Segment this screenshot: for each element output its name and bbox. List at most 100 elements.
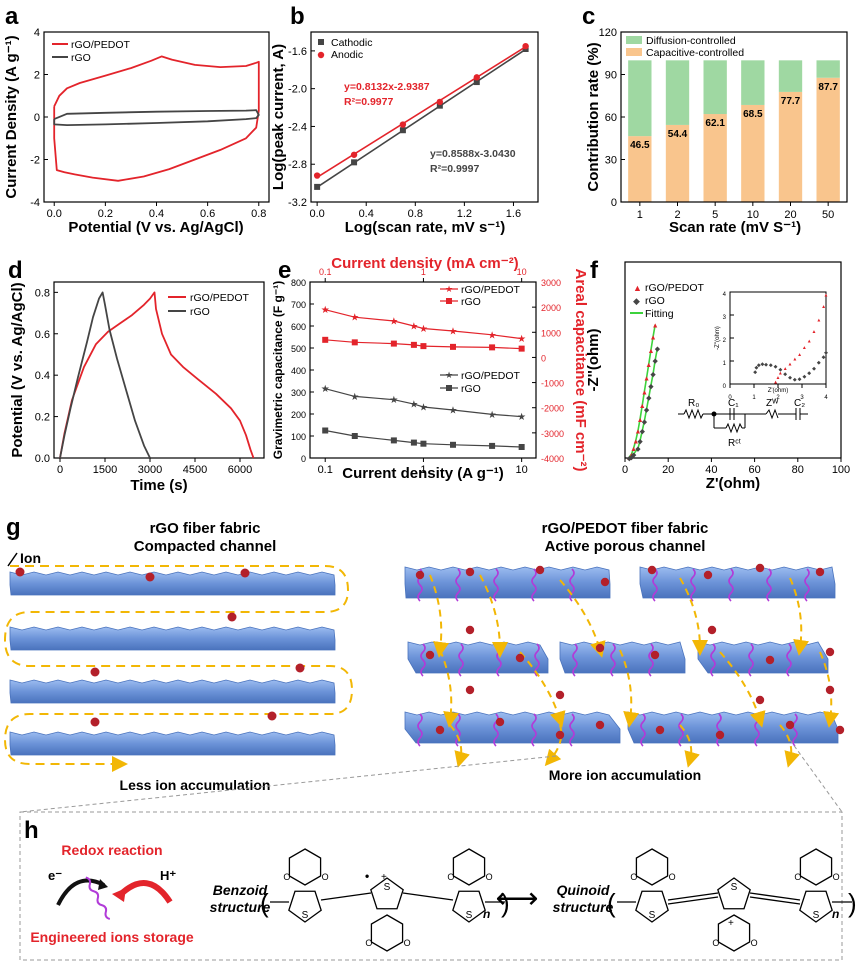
chart-b-xlabel: Log(scan rate, mV s⁻¹) xyxy=(345,219,505,236)
chart-d-y-ticklabel-4: 0.8 xyxy=(35,287,50,299)
chart-e-point-0-2: ★ xyxy=(389,316,398,327)
chart-f-point-rgo-pedot-6: ▲ xyxy=(639,403,646,410)
benzoid-thiophene-2-ring xyxy=(452,890,486,923)
chart-e-point-2-3: ★ xyxy=(409,400,418,411)
chart-e-y-ticklabel-8: 800 xyxy=(291,278,306,288)
chart-f-inset-y-ticklabel-1: 1 xyxy=(723,361,727,367)
g-right-fiber-4 xyxy=(697,641,829,674)
chart-e-ry-ticklabel-0: -4000 xyxy=(541,454,564,464)
h-quinoid-label-1: Quinoid xyxy=(557,882,610,898)
panel-letter-h: h xyxy=(24,817,39,844)
g-right-ion-11 xyxy=(595,643,605,653)
chart-e-point-3-0 xyxy=(322,427,329,434)
g-right-pedot-chain-20 xyxy=(417,713,423,747)
legend-e-label-1: rGO/PEDOT xyxy=(461,284,521,296)
legend-b-swatch-1 xyxy=(318,39,324,45)
g-right-pedot-chain-1 xyxy=(455,568,461,602)
chart-f-inset-point-rgo-pedot-9: ▲ xyxy=(812,329,817,335)
chart-f-point-rgo-pedot-8: ▲ xyxy=(643,376,650,383)
benzoid-thiophene-0-s: S xyxy=(302,910,309,921)
legend-f-marker-2: ◆ xyxy=(633,296,640,306)
chart-a-y-ticklabel-0: -4 xyxy=(30,197,40,209)
chart-b-ylabel: Log(peak current, A) xyxy=(270,44,287,190)
chart-f-point-rgo-pedot-12: ▲ xyxy=(652,323,659,330)
legend-c-label-2: Capacitive-controlled xyxy=(646,47,744,59)
g-right-ion-25 xyxy=(555,690,565,700)
g-right-pedot-chain-8 xyxy=(766,568,772,602)
circuit-label-c1: C₁ xyxy=(728,398,739,409)
chart-a-series-rgo xyxy=(53,109,260,126)
legend-c-swatch-2 xyxy=(626,48,642,56)
g-right-caption: More ion accumulation xyxy=(549,767,701,783)
chart-f-inset-point-rgo-13: ◆ xyxy=(807,371,811,377)
chart-c-x-ticklabel-4: 20 xyxy=(784,209,796,221)
legend-f-label-2: rGO xyxy=(645,295,665,307)
chart-c-bar-diffusion-0 xyxy=(628,60,652,137)
g-right-ion-9 xyxy=(465,625,475,635)
chart-b-y-ticklabel-3: -2.0 xyxy=(288,84,307,96)
g-right-pedot-chain-3 xyxy=(531,568,537,602)
chart-c-x-ticklabel-5: 50 xyxy=(822,209,834,221)
chart-f-inset-ylabel: -Z''(ohm) xyxy=(715,326,721,350)
chart-e-y-ticklabel-7: 700 xyxy=(291,300,306,310)
g-left-ion-2 xyxy=(240,568,250,578)
circuit-node xyxy=(711,411,717,417)
chart-f-point-rgo-pedot-5: ▲ xyxy=(637,417,644,424)
chart-b-x-ticklabel-0: 0.0 xyxy=(309,208,324,220)
quinoid-bond-1b xyxy=(667,896,719,905)
quinoid-dioxane-1-o1: O xyxy=(712,938,719,948)
g-right-ion-24 xyxy=(465,685,475,695)
g-right-ion-12 xyxy=(650,650,660,660)
g-left-title-2: Compacted channel xyxy=(134,538,277,555)
chart-d-ylabel: Potential (V vs. Ag/AgCl) xyxy=(9,282,26,457)
benzoid-bond-1 xyxy=(320,892,372,901)
g-left-fiber-3 xyxy=(9,731,336,756)
chart-f-inset-point-rgo-pedot-10: ▲ xyxy=(816,318,821,324)
chart-f-inset-point-rgo-pedot-7: ▲ xyxy=(802,345,807,351)
chart-c-bar-capacitive-1 xyxy=(665,124,690,202)
chart-c-datalabel-1: 54.4 xyxy=(668,129,688,140)
legend-e-label-2: rGO xyxy=(461,296,481,308)
chart-f-inset-point-rgo-15: ◆ xyxy=(817,360,821,366)
h-black-arrowhead xyxy=(98,879,108,890)
h-black-arrow xyxy=(56,878,105,906)
g-right-ion-21 xyxy=(715,730,725,740)
h-resonance-arrow: ⟷ xyxy=(495,882,538,915)
chart-b-point-cathodic-4 xyxy=(473,79,480,86)
g-left-ion-5 xyxy=(295,663,305,673)
quinoid-molecule: S O O S O O S O O () + xyxy=(607,848,857,952)
chart-e-y-ticklabel-0: 0 xyxy=(301,454,306,464)
chart-f-fit-rgo-pedot xyxy=(628,324,656,458)
chart-f-point-rgo-0: ◆ xyxy=(627,455,633,462)
chart-c-y-ticklabel-4: 120 xyxy=(599,27,617,39)
quinoid-bond-2b xyxy=(749,896,801,905)
chart-c-bar-capacitive-4 xyxy=(778,91,803,202)
chart-f-xlabel: Z'(ohm) xyxy=(706,475,760,492)
g-right-ion-5 xyxy=(703,570,713,580)
chart-c-x-ticklabel-1: 2 xyxy=(674,209,680,221)
chart-f-point-rgo-pedot-11: ▲ xyxy=(650,334,657,341)
chart-f-point-rgo-8: ◆ xyxy=(646,395,652,402)
h-frame xyxy=(19,811,843,961)
chart-c-bar-diffusion-1 xyxy=(665,60,690,125)
legend-d-label-2: rGO xyxy=(190,306,210,318)
chart-f-x-ticklabel-3: 60 xyxy=(748,464,760,476)
chart-f-point-rgo-4: ◆ xyxy=(637,438,643,445)
chart-c-datalabel-2: 62.1 xyxy=(705,118,725,129)
chart-f-x-ticklabel-1: 20 xyxy=(662,464,674,476)
chart-c-bar-capacitive-5 xyxy=(816,77,840,202)
chart-f-inset-point-rgo-5: ◆ xyxy=(769,362,773,368)
circuit-label-rct: Rᶜᵗ xyxy=(728,438,741,449)
chart-f-inset-point-rgo-9: ◆ xyxy=(788,375,792,381)
chart-e: 0.1 1 100.1 1 100100200300400500600700800-40… xyxy=(271,255,589,482)
chart-f-inset-frame xyxy=(729,291,827,385)
chart-e-point-1-5 xyxy=(449,343,456,350)
legend-e-star-3: ★ xyxy=(445,370,453,380)
chart-d-series-rgo-pedot xyxy=(59,291,255,459)
chart-a-x-ticklabel-0: 0.0 xyxy=(47,208,62,220)
chart-a-ylabel: Current Density (A g⁻¹) xyxy=(3,35,20,198)
g-left-ion-3 xyxy=(227,612,237,622)
chart-f-inset-point-rgo-pedot-3: ▲ xyxy=(783,366,788,372)
chart-f-point-rgo-7: ◆ xyxy=(644,407,650,414)
h-quinoid-n: n xyxy=(832,907,839,921)
